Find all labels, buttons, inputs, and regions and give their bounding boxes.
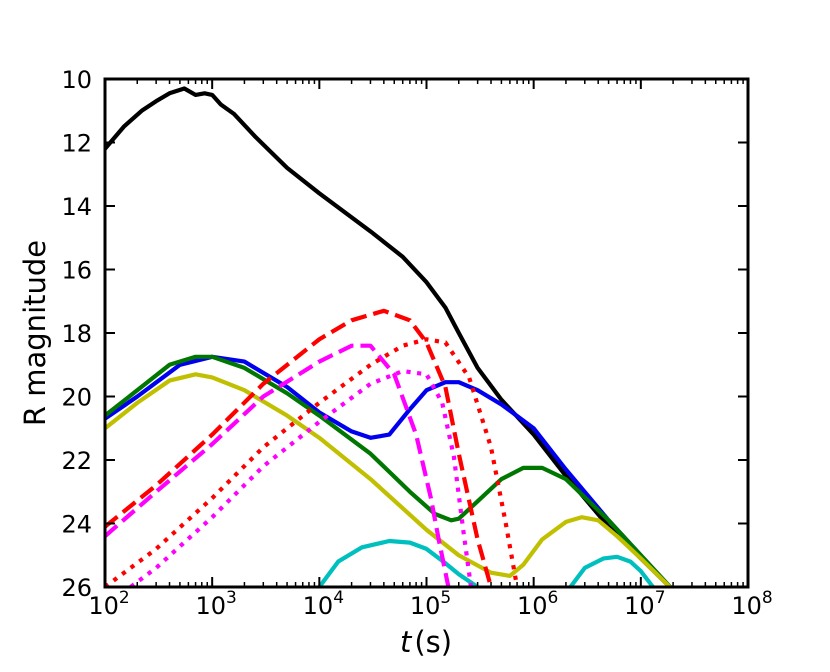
series-cyan-solid (317, 538, 479, 587)
plot-area (105, 79, 748, 587)
series-red-dashed (105, 308, 494, 587)
y-axis-label: R magnitude (18, 240, 52, 426)
series-red-dotted (105, 337, 520, 587)
y-tick-label: 16 (61, 257, 92, 285)
x-tick-exponent: 2 (119, 588, 130, 608)
y-tick-label: 14 (61, 193, 92, 221)
x-tick-label: 107 (624, 588, 665, 620)
x-tick-base: 10 (303, 592, 334, 620)
series-cyan-solid-2 (568, 554, 655, 587)
x-tick-base: 10 (195, 592, 226, 620)
series-magenta-dotted (127, 369, 474, 587)
x-tick-labels: 102 103 104 105 106 107 108 (88, 588, 772, 620)
x-tick-label: 108 (731, 588, 772, 620)
x-tick-base: 10 (88, 592, 119, 620)
x-tick-exponent: 7 (655, 588, 666, 608)
y-tick-labels: 10 12 14 16 18 20 22 24 26 (61, 66, 92, 602)
x-tick-label: 104 (303, 588, 344, 620)
x-tick-exponent: 6 (548, 588, 559, 608)
y-tick-label: 22 (61, 447, 92, 475)
x-tick-label: 103 (195, 588, 236, 620)
y-tick-label: 18 (61, 320, 92, 348)
x-tick-exponent: 4 (333, 588, 344, 608)
x-tick-base: 10 (517, 592, 548, 620)
x-tick-exponent: 8 (762, 588, 773, 608)
y-tick-label: 10 (61, 66, 92, 94)
series-layer (105, 86, 673, 587)
x-tick-base: 10 (731, 592, 762, 620)
plot-frame (103, 77, 750, 589)
x-tick-base: 10 (410, 592, 441, 620)
x-tick-label: 102 (88, 588, 129, 620)
series-yellow-solid (105, 372, 673, 587)
y-tick-label: 20 (61, 384, 92, 412)
y-tick-label: 24 (61, 511, 92, 539)
y-tick-label: 26 (61, 574, 92, 602)
series-black-solid (105, 86, 673, 587)
x-tick-exponent: 3 (226, 588, 237, 608)
series-magenta-dashed (105, 343, 451, 587)
x-tick-label: 106 (517, 588, 558, 620)
y-tick-label: 12 (61, 130, 92, 158)
x-tick-label: 105 (410, 588, 451, 620)
x-tick-base: 10 (624, 592, 655, 620)
x-tick-exponent: 5 (440, 588, 451, 608)
x-axis-variable: t (400, 625, 413, 659)
x-axis-label: t (s) (400, 625, 452, 659)
x-axis-unit: (s) (414, 625, 452, 659)
